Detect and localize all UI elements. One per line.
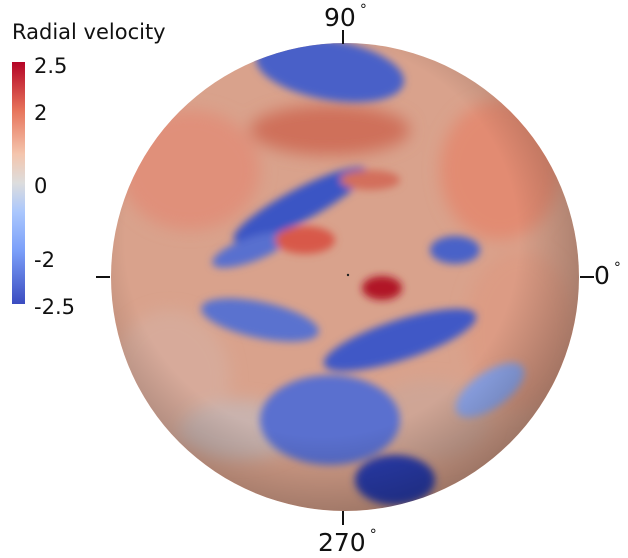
colorbar <box>12 62 25 304</box>
colorbar-title: Radial velocity <box>12 20 166 44</box>
colorbar-tick-min: -2.5 <box>34 295 75 319</box>
degree-symbol: ° <box>369 527 377 543</box>
axis-label-right: 0 ° <box>594 260 621 290</box>
axis-label-top-value: 90 <box>324 3 356 32</box>
colorbar-tick-max: 2.5 <box>34 54 68 78</box>
degree-symbol: ° <box>613 260 621 276</box>
axis-label-bottom: 270 ° <box>318 527 377 557</box>
axis-label-bottom-value: 270 <box>318 528 366 557</box>
degree-symbol: ° <box>359 2 367 18</box>
axis-label-right-value: 0 <box>594 261 610 290</box>
colorbar-tick-2: 2 <box>34 101 48 125</box>
axis-label-top: 90 ° <box>324 2 367 32</box>
colorbar-tick-0: 0 <box>34 174 48 198</box>
colorbar-tick-minus-2: -2 <box>34 248 55 272</box>
